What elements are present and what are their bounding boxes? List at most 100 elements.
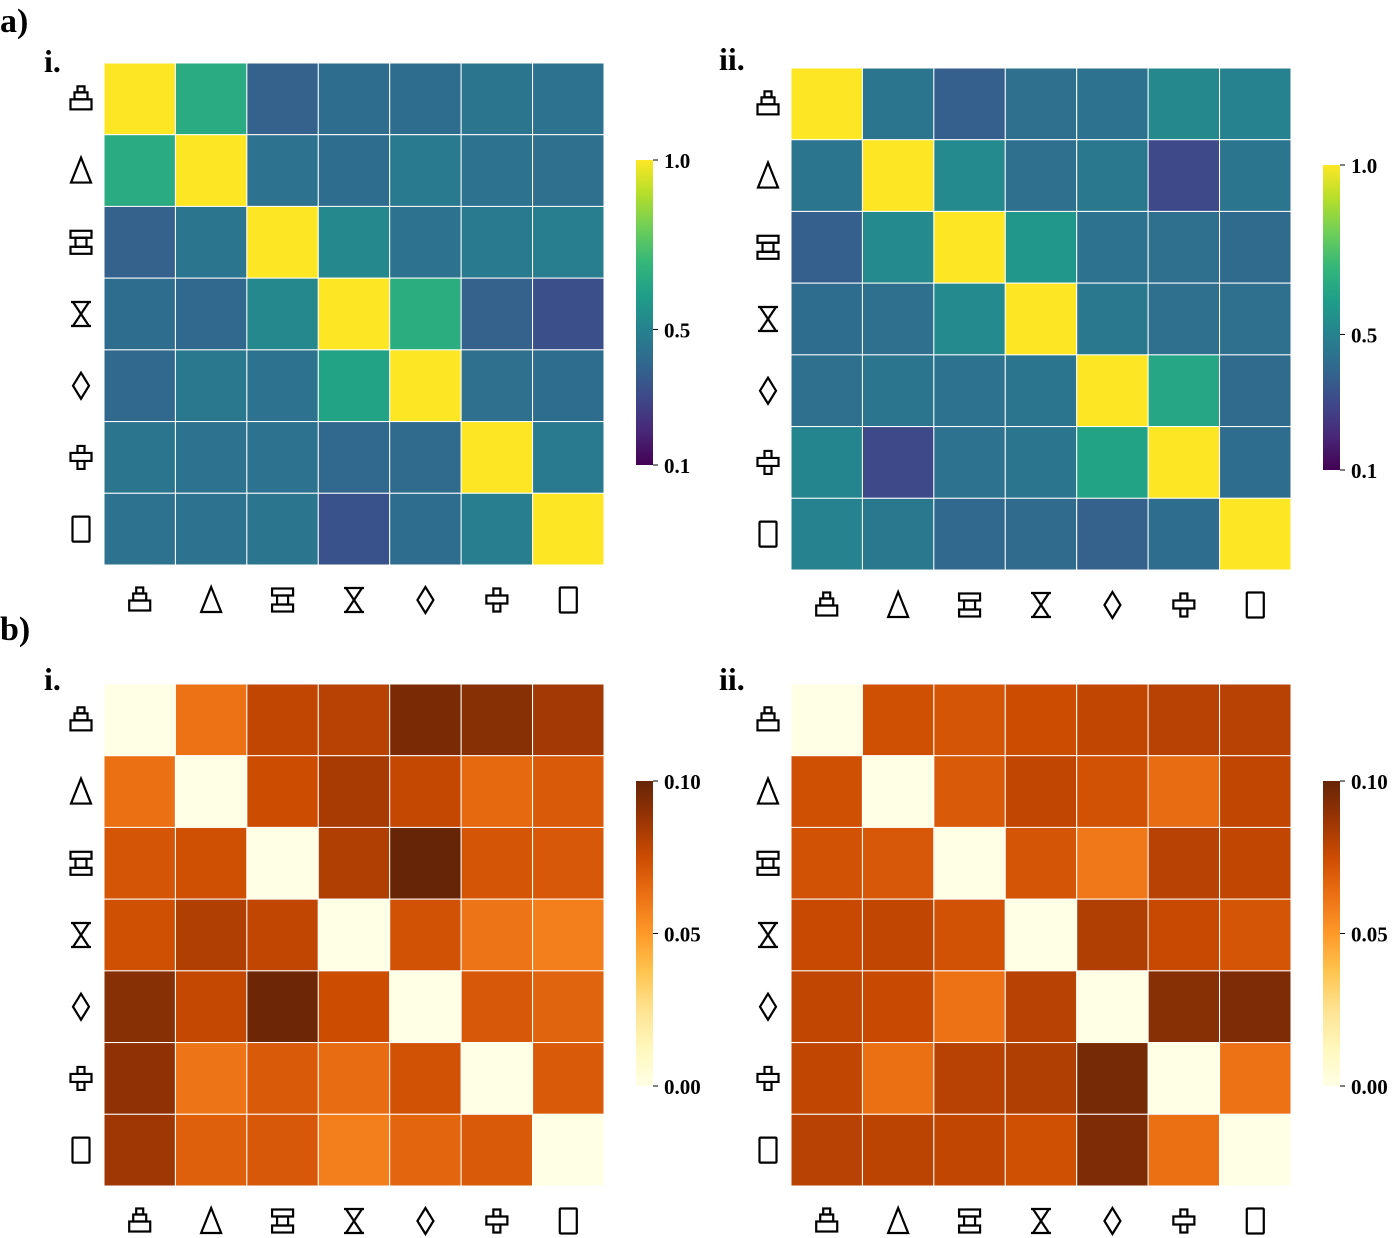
- heatmap-cell-r5-c4: [389, 421, 462, 494]
- colorbar-tick-label: 0.10: [664, 770, 701, 794]
- heatmap-cell-r4-c6: [532, 349, 605, 423]
- heatmap-cell-r0-c1: [174, 62, 248, 136]
- heatmap-cell-r0-c3: [1004, 67, 1078, 141]
- subpanel-label: ii.: [719, 41, 745, 77]
- heatmap-cell-r1-c1: [174, 134, 248, 207]
- heatmap-cell-r1-c1: [861, 755, 935, 828]
- colorbar-tick-label: 1.0: [664, 149, 690, 173]
- heatmap-cell-r5-c1: [174, 1042, 248, 1115]
- heatmap-cell-r5-c5: [1147, 426, 1221, 499]
- heatmap-cell-r4-c5: [1147, 970, 1221, 1044]
- colorbar-tick-label: 0.05: [664, 923, 701, 947]
- heatmap-cell-r3-c4: [1076, 898, 1149, 972]
- heatmap-cell-r2-c1: [174, 205, 248, 279]
- heatmap-cell-r6-c4: [1076, 1113, 1149, 1187]
- heatmap-cell-r5-c4: [1076, 426, 1149, 499]
- heatmap-cell-r5-c4: [389, 1042, 462, 1115]
- heatmap-cell-r6-c3: [1004, 1113, 1078, 1187]
- heatmap-cell-r1-c6: [532, 134, 605, 207]
- heatmap-cell-r4-c2: [933, 354, 1006, 428]
- heatmap-cell-r1-c0: [103, 134, 176, 207]
- heatmap-cell-r5-c0: [103, 421, 176, 494]
- heatmap-cell-r3-c0: [790, 282, 863, 356]
- heatmap-cell-r3-c4: [389, 898, 462, 972]
- heatmap-cell-r2-c3: [317, 826, 391, 900]
- i-beam-icon: [270, 1208, 295, 1234]
- heatmap-cell-r4-c5: [460, 970, 534, 1044]
- diamond-icon: [416, 585, 435, 615]
- heatmap-cell-r0-c4: [389, 62, 462, 136]
- stacked-pyramid-icon: [127, 1207, 152, 1233]
- cross-icon: [485, 587, 509, 613]
- heatmap-cell-r3-c4: [389, 277, 462, 351]
- heatmap-cell-r6-c4: [1076, 497, 1149, 571]
- heatmap-cell-r4-c0: [103, 349, 176, 423]
- heatmap-cell-r5-c5: [460, 1042, 534, 1115]
- heatmap-cell-r6-c3: [1004, 497, 1078, 571]
- rectangle-icon: [758, 1136, 778, 1164]
- heatmap-cell-r1-c3: [317, 134, 391, 207]
- stacked-pyramid-icon: [127, 586, 152, 612]
- heatmap-cell-r4-c5: [1147, 354, 1221, 428]
- cross-icon: [1172, 592, 1196, 618]
- heatmap-cell-r3-c5: [1147, 282, 1221, 356]
- heatmap-cell-r2-c2: [933, 210, 1006, 284]
- heatmap-cell-r6-c6: [1219, 497, 1292, 571]
- heatmap-cell-r2-c3: [1004, 210, 1078, 284]
- heatmap-cell-r0-c1: [861, 67, 935, 141]
- heatmap-cell-r2-c4: [1076, 210, 1149, 284]
- heatmap-cell-r6-c2: [246, 492, 319, 566]
- heatmap-cell-r2-c1: [861, 826, 935, 900]
- heatmap-cell-r4-c4: [389, 970, 462, 1044]
- heatmap-cell-r1-c0: [790, 139, 863, 212]
- heatmap-a-ii: ii. 1.0 0.5 0.1: [719, 41, 1377, 620]
- heatmap-cell-r6-c0: [103, 1113, 176, 1187]
- heatmap-cell-r4-c2: [246, 349, 319, 423]
- heatmap-cell-r5-c1: [174, 421, 248, 494]
- heatmap-cell-r3-c6: [1219, 898, 1292, 972]
- heatmap-cell-r5-c3: [317, 1042, 391, 1115]
- heatmap-cell-r5-c0: [790, 426, 863, 499]
- heatmap-cell-r0-c4: [389, 683, 462, 757]
- heatmap-cell-r5-c2: [933, 1042, 1006, 1115]
- heatmap-cell-r4-c1: [174, 970, 248, 1044]
- hourglass-icon: [1029, 1207, 1053, 1235]
- heatmap-b-ii: ii. 0.10 0.05 0.00: [719, 661, 1388, 1236]
- heatmap-cell-r2-c0: [103, 826, 176, 900]
- heatmap-cell-r6-c0: [790, 497, 863, 571]
- heatmap-cell-r3-c6: [532, 277, 605, 351]
- heatmap-cell-r1-c4: [1076, 139, 1149, 212]
- hourglass-icon: [756, 305, 780, 333]
- diamond-icon: [758, 992, 778, 1021]
- heatmap-cell-r4-c4: [1076, 354, 1149, 428]
- i-beam-icon: [756, 850, 780, 877]
- heatmap-cell-r5-c1: [861, 426, 935, 499]
- heatmap-cell-r4-c0: [790, 354, 863, 428]
- stacked-pyramid-icon: [814, 1207, 839, 1233]
- rectangle-icon: [558, 1207, 579, 1235]
- colorbar-tick-label: 0.5: [664, 318, 690, 342]
- i-beam-icon: [69, 850, 93, 877]
- heatmap-cell-r4-c5: [460, 349, 534, 423]
- colorbar-tick-label: 0.10: [1351, 770, 1388, 794]
- i-beam-icon: [69, 229, 93, 256]
- colorbar: [1323, 165, 1340, 470]
- cross-icon: [1172, 1208, 1196, 1234]
- rectangle-icon: [558, 586, 579, 614]
- heatmap-cell-r6-c5: [460, 492, 534, 566]
- heatmap-cell-r2-c4: [389, 205, 462, 279]
- heatmap-cell-r2-c5: [460, 205, 534, 279]
- rectangle-icon: [758, 520, 778, 548]
- heatmap-cell-r1-c2: [246, 755, 319, 828]
- heatmap-cell-r1-c0: [103, 755, 176, 828]
- subpanel-label: i.: [44, 661, 61, 697]
- heatmap-cell-r6-c5: [460, 1113, 534, 1187]
- heatmap-cell-r4-c1: [174, 349, 248, 423]
- heatmap-cell-r6-c3: [317, 492, 391, 566]
- colorbar-tick-label: 0.00: [1351, 1075, 1388, 1099]
- diamond-icon: [71, 992, 91, 1021]
- triangle-icon: [69, 777, 93, 805]
- heatmap-cell-r3-c2: [933, 898, 1006, 972]
- diamond-icon: [1103, 590, 1122, 620]
- heatmap-cell-r0-c5: [1147, 683, 1221, 757]
